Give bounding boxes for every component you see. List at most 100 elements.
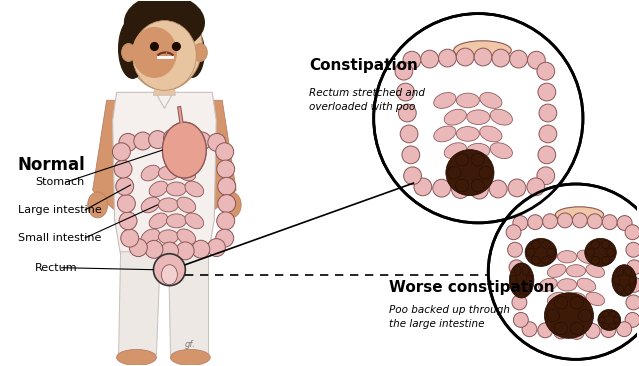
Ellipse shape xyxy=(454,41,511,60)
Ellipse shape xyxy=(539,104,557,122)
Ellipse shape xyxy=(178,131,196,149)
Ellipse shape xyxy=(558,279,577,291)
Ellipse shape xyxy=(538,146,556,164)
Ellipse shape xyxy=(194,44,207,61)
Ellipse shape xyxy=(121,229,139,247)
Ellipse shape xyxy=(513,313,528,327)
Ellipse shape xyxy=(404,167,422,185)
Ellipse shape xyxy=(149,181,168,197)
Ellipse shape xyxy=(217,212,235,230)
Ellipse shape xyxy=(119,19,146,78)
Ellipse shape xyxy=(606,249,615,256)
Ellipse shape xyxy=(185,213,204,229)
Ellipse shape xyxy=(544,293,594,338)
Ellipse shape xyxy=(528,215,543,229)
Ellipse shape xyxy=(162,265,178,285)
Polygon shape xyxy=(93,100,119,210)
Ellipse shape xyxy=(471,179,484,192)
Ellipse shape xyxy=(162,122,206,178)
Ellipse shape xyxy=(470,181,488,199)
Ellipse shape xyxy=(555,207,604,223)
Ellipse shape xyxy=(134,132,151,150)
Ellipse shape xyxy=(116,178,134,195)
Ellipse shape xyxy=(625,225,639,240)
Text: Rectum: Rectum xyxy=(35,263,77,273)
Ellipse shape xyxy=(456,179,469,192)
Ellipse shape xyxy=(532,240,540,249)
Ellipse shape xyxy=(537,167,555,185)
Ellipse shape xyxy=(192,240,210,258)
Ellipse shape xyxy=(558,213,573,228)
Ellipse shape xyxy=(625,285,631,294)
Ellipse shape xyxy=(150,42,158,51)
Ellipse shape xyxy=(591,257,600,264)
Ellipse shape xyxy=(513,216,528,231)
Ellipse shape xyxy=(603,311,609,317)
Ellipse shape xyxy=(474,48,492,66)
Ellipse shape xyxy=(420,50,438,68)
Ellipse shape xyxy=(395,62,413,80)
Ellipse shape xyxy=(480,126,502,142)
Ellipse shape xyxy=(216,143,234,161)
Ellipse shape xyxy=(573,213,587,228)
Ellipse shape xyxy=(208,239,226,257)
Ellipse shape xyxy=(158,230,178,244)
Ellipse shape xyxy=(166,214,187,228)
Ellipse shape xyxy=(585,324,600,339)
Ellipse shape xyxy=(399,104,416,122)
Ellipse shape xyxy=(599,317,605,323)
Text: gf.: gf. xyxy=(184,340,196,350)
Ellipse shape xyxy=(510,276,517,285)
Ellipse shape xyxy=(586,264,604,277)
Ellipse shape xyxy=(548,264,566,277)
Ellipse shape xyxy=(585,238,616,266)
Ellipse shape xyxy=(510,50,527,68)
Ellipse shape xyxy=(617,322,631,337)
Ellipse shape xyxy=(522,322,537,337)
Ellipse shape xyxy=(164,129,181,147)
Text: Constipation: Constipation xyxy=(309,58,418,73)
Ellipse shape xyxy=(570,296,583,309)
Ellipse shape xyxy=(125,0,204,50)
Ellipse shape xyxy=(471,153,484,166)
Ellipse shape xyxy=(438,49,456,67)
Ellipse shape xyxy=(185,181,204,197)
Ellipse shape xyxy=(601,257,610,264)
Ellipse shape xyxy=(627,277,639,292)
Text: Small intestine: Small intestine xyxy=(18,233,102,243)
Ellipse shape xyxy=(467,143,490,158)
Ellipse shape xyxy=(506,225,521,240)
Text: Worse constipation: Worse constipation xyxy=(389,280,554,295)
Ellipse shape xyxy=(610,311,616,317)
Ellipse shape xyxy=(141,197,160,213)
Ellipse shape xyxy=(490,109,512,125)
Ellipse shape xyxy=(479,166,492,179)
Ellipse shape xyxy=(570,322,583,335)
Ellipse shape xyxy=(617,285,624,294)
Text: Rectum stretched and
overloaded with poo: Rectum stretched and overloaded with poo xyxy=(309,88,425,112)
Text: Stomach: Stomach xyxy=(35,177,84,187)
Ellipse shape xyxy=(132,20,196,90)
Ellipse shape xyxy=(586,292,604,306)
Ellipse shape xyxy=(177,197,196,213)
Ellipse shape xyxy=(127,1,203,90)
Ellipse shape xyxy=(176,242,194,260)
Text: Poo backed up through
the large intestine: Poo backed up through the large intestin… xyxy=(389,305,510,329)
Ellipse shape xyxy=(627,260,639,275)
Text: Large intestine: Large intestine xyxy=(18,205,102,215)
Ellipse shape xyxy=(166,182,187,196)
Ellipse shape xyxy=(612,265,636,296)
Ellipse shape xyxy=(509,260,524,275)
Ellipse shape xyxy=(434,93,456,108)
Polygon shape xyxy=(210,100,236,210)
Ellipse shape xyxy=(221,192,241,218)
Ellipse shape xyxy=(116,350,157,365)
Ellipse shape xyxy=(613,276,620,285)
Ellipse shape xyxy=(217,160,235,178)
Ellipse shape xyxy=(566,293,585,305)
Ellipse shape xyxy=(118,195,135,213)
Ellipse shape xyxy=(456,48,474,66)
Ellipse shape xyxy=(532,257,540,264)
Ellipse shape xyxy=(577,250,596,264)
Ellipse shape xyxy=(509,263,534,298)
